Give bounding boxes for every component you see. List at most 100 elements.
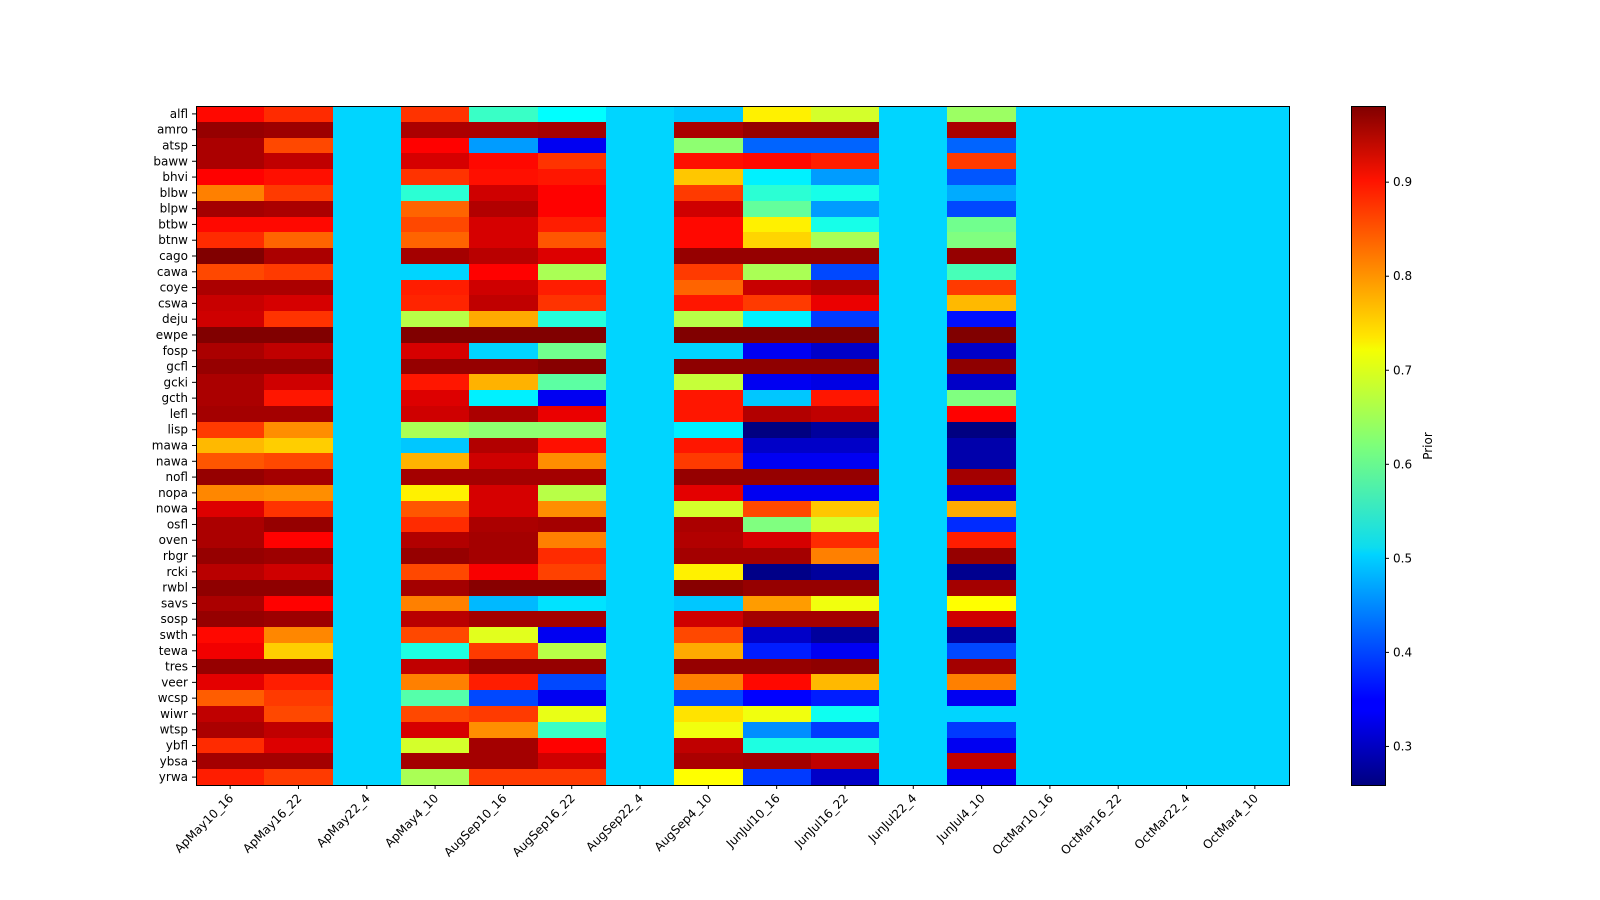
heatmap-cell-gcfl-JunJul4_10 <box>947 359 1016 374</box>
heatmap-cell-rbgr-AugSep16_22 <box>538 548 606 564</box>
heatmap-cell-wcsp-OctMar4_10 <box>1221 690 1289 706</box>
heatmap-cell-tres-AugSep16_22 <box>538 659 606 674</box>
heatmap-cell-btnw-AugSep10_16 <box>469 232 538 248</box>
heatmap-cell-coye-AugSep10_16 <box>469 280 538 295</box>
heatmap-cell-coye-AugSep16_22 <box>538 280 606 295</box>
heatmap-cell-atsp-ApMay10_16 <box>196 138 264 153</box>
heatmap-cell-mawa-AugSep4_10 <box>674 438 743 453</box>
y-tick-label: wiwr <box>160 707 188 721</box>
colorbar-gradient <box>1351 106 1385 785</box>
heatmap-cell-ybsa-ApMay10_16 <box>196 753 264 769</box>
heatmap-cell-rcki-ApMay4_10 <box>401 564 469 580</box>
heatmap-cell-sosp-ApMay4_10 <box>401 611 469 627</box>
heatmap-cell-gcth-JunJul22_4 <box>879 390 947 406</box>
heatmap-cell-lefl-ApMay10_16 <box>196 406 264 422</box>
heatmap-cell-wiwr-JunJul4_10 <box>947 706 1016 722</box>
heatmap-cell-tewa-OctMar4_10 <box>1221 643 1289 659</box>
heatmap-cell-rwbl-AugSep16_22 <box>538 580 606 596</box>
y-tick-label: swth <box>160 628 188 642</box>
heatmap-cell-wcsp-AugSep4_10 <box>674 690 743 706</box>
heatmap-cell-fosp-AugSep4_10 <box>674 343 743 359</box>
heatmap-cell-rwbl-JunJul16_22 <box>811 580 879 596</box>
heatmap-cell-rbgr-AugSep10_16 <box>469 548 538 564</box>
heatmap-cell-gcki-ApMay4_10 <box>401 374 469 390</box>
heatmap-cell-atsp-ApMay16_22 <box>264 138 333 153</box>
heatmap-cell-blbw-AugSep10_16 <box>469 185 538 201</box>
heatmap-cell-ewpe-OctMar16_22 <box>1084 327 1152 343</box>
heatmap-cell-swth-ApMay22_4 <box>333 627 401 643</box>
heatmap-cell-ybsa-JunJul22_4 <box>879 753 947 769</box>
heatmap-cell-wiwr-ApMay22_4 <box>333 706 401 722</box>
heatmap-cell-blpw-ApMay10_16 <box>196 201 264 217</box>
heatmap-cell-gcfl-AugSep4_10 <box>674 359 743 374</box>
heatmap-cell-yrwa-JunJul22_4 <box>879 769 947 785</box>
heatmap-cell-bhvi-AugSep10_16 <box>469 169 538 185</box>
heatmap-cell-coye-OctMar4_10 <box>1221 280 1289 295</box>
heatmap-cell-ybfl-AugSep10_16 <box>469 738 538 753</box>
heatmap-cell-atsp-OctMar4_10 <box>1221 138 1289 153</box>
heatmap-cell-mawa-JunJul4_10 <box>947 438 1016 453</box>
heatmap-cell-alfl-JunJul10_16 <box>743 106 811 122</box>
heatmap-cell-deju-JunJul16_22 <box>811 311 879 327</box>
heatmap-cell-tewa-ApMay16_22 <box>264 643 333 659</box>
heatmap-cell-yrwa-AugSep16_22 <box>538 769 606 785</box>
heatmap-cell-gcki-ApMay16_22 <box>264 374 333 390</box>
heatmap-cell-wiwr-ApMay10_16 <box>196 706 264 722</box>
heatmap-cell-savs-JunJul16_22 <box>811 596 879 611</box>
heatmap-cell-deju-JunJul22_4 <box>879 311 947 327</box>
heatmap-cell-savs-ApMay4_10 <box>401 596 469 611</box>
heatmap-cell-ybsa-ApMay4_10 <box>401 753 469 769</box>
heatmap-cell-oven-AugSep4_10 <box>674 532 743 548</box>
heatmap-cell-rbgr-ApMay16_22 <box>264 548 333 564</box>
heatmap-cell-gcth-OctMar10_16 <box>1016 390 1084 406</box>
heatmap-cell-nopa-AugSep10_16 <box>469 485 538 501</box>
heatmap-cell-veer-ApMay16_22 <box>264 674 333 690</box>
heatmap-cell-rcki-JunJul4_10 <box>947 564 1016 580</box>
heatmap-cell-nowa-JunJul4_10 <box>947 501 1016 517</box>
heatmap-cell-ybfl-AugSep16_22 <box>538 738 606 753</box>
heatmap-cell-lefl-AugSep22_4 <box>606 406 674 422</box>
heatmap-cell-gcth-ApMay22_4 <box>333 390 401 406</box>
heatmap-cell-rbgr-ApMay22_4 <box>333 548 401 564</box>
heatmap-cell-tres-ApMay10_16 <box>196 659 264 674</box>
heatmap-cell-wiwr-ApMay4_10 <box>401 706 469 722</box>
heatmap-cell-sosp-OctMar22_4 <box>1152 611 1221 627</box>
x-tick-label: ApMay4_10 <box>382 791 441 850</box>
heatmap-cell-rbgr-AugSep4_10 <box>674 548 743 564</box>
heatmap-cell-gcth-OctMar16_22 <box>1084 390 1152 406</box>
heatmap-cell-sosp-OctMar10_16 <box>1016 611 1084 627</box>
heatmap-cell-btbw-ApMay4_10 <box>401 217 469 232</box>
heatmap-cell-btnw-OctMar4_10 <box>1221 232 1289 248</box>
heatmap-cell-btnw-JunJul16_22 <box>811 232 879 248</box>
heatmap-cell-cswa-JunJul22_4 <box>879 295 947 311</box>
heatmap-cell-amro-ApMay4_10 <box>401 122 469 138</box>
heatmap-cell-nofl-JunJul4_10 <box>947 469 1016 485</box>
heatmap-cell-sosp-AugSep16_22 <box>538 611 606 627</box>
heatmap-cell-yrwa-ApMay22_4 <box>333 769 401 785</box>
heatmap-cell-yrwa-AugSep10_16 <box>469 769 538 785</box>
heatmap-cell-tres-JunJul22_4 <box>879 659 947 674</box>
heatmap-cell-gcki-JunJul22_4 <box>879 374 947 390</box>
heatmap-cell-cswa-OctMar4_10 <box>1221 295 1289 311</box>
heatmap-cell-nawa-JunJul4_10 <box>947 453 1016 469</box>
y-tick-label: btbw <box>158 217 188 231</box>
heatmap-cell-blbw-JunJul16_22 <box>811 185 879 201</box>
heatmap-cell-nofl-OctMar22_4 <box>1152 469 1221 485</box>
heatmap-cell-osfl-OctMar10_16 <box>1016 517 1084 532</box>
heatmap-cell-deju-JunJul4_10 <box>947 311 1016 327</box>
heatmap-cell-ybfl-JunJul22_4 <box>879 738 947 753</box>
heatmap-cell-savs-JunJul10_16 <box>743 596 811 611</box>
heatmap-cell-atsp-JunJul16_22 <box>811 138 879 153</box>
heatmap-cell-nawa-ApMay16_22 <box>264 453 333 469</box>
heatmap-cell-nowa-ApMay10_16 <box>196 501 264 517</box>
heatmap-cell-nofl-OctMar4_10 <box>1221 469 1289 485</box>
heatmap-cell-swth-OctMar16_22 <box>1084 627 1152 643</box>
heatmap-cell-sosp-AugSep10_16 <box>469 611 538 627</box>
heatmap-cell-btnw-AugSep4_10 <box>674 232 743 248</box>
heatmap-cell-blbw-AugSep4_10 <box>674 185 743 201</box>
heatmap-cell-fosp-AugSep16_22 <box>538 343 606 359</box>
y-tick-label: cawa <box>157 265 188 279</box>
heatmap-cell-btnw-AugSep22_4 <box>606 232 674 248</box>
heatmap-cell-nowa-JunJul16_22 <box>811 501 879 517</box>
